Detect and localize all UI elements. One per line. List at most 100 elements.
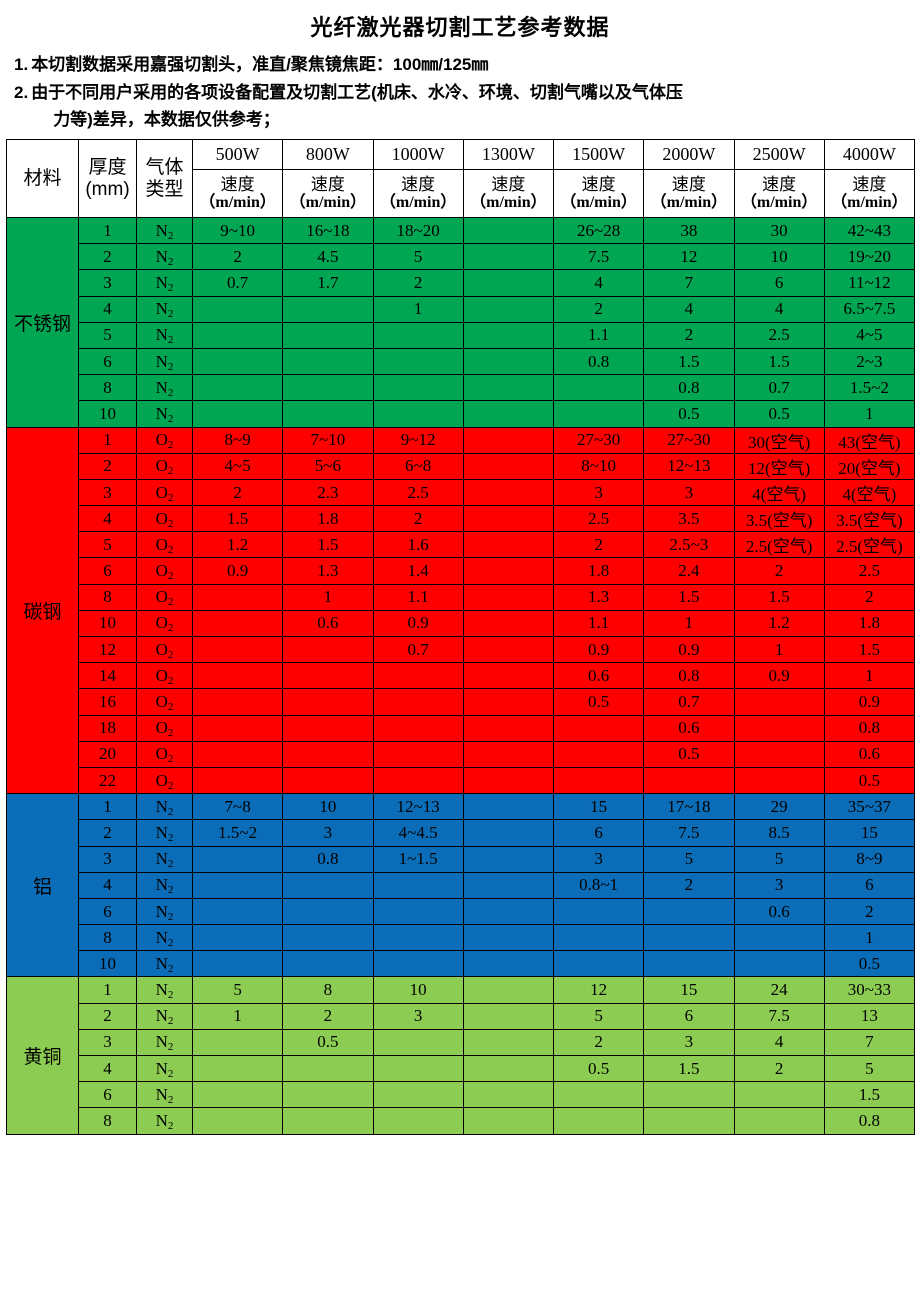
thickness-cell: 22	[78, 766, 137, 795]
speed-cell: 1~1.5	[372, 845, 464, 873]
speed-cell	[372, 871, 464, 899]
speed-cell: 38	[643, 217, 735, 245]
speed-cell: 2.3	[282, 478, 374, 507]
table-row: 22 O2 0.5	[7, 766, 916, 795]
header-speed-2000w: 速度 （m/min）	[643, 169, 735, 219]
header-row-power: 材料 厚度 (mm) 气体 类型 500W 800W 1000W 1300W 1…	[6, 139, 916, 219]
speed-cell	[372, 1081, 464, 1109]
speed-cell: 15	[643, 976, 735, 1004]
speed-cell	[191, 766, 284, 795]
speed-cell	[643, 897, 735, 926]
speed-cell	[282, 1055, 374, 1083]
speed-cell: 20(空气)	[823, 452, 916, 480]
speed-cell	[191, 609, 284, 638]
speed-cell: 7~8	[191, 793, 284, 821]
speed-cell	[282, 1081, 374, 1109]
speed-cell	[462, 609, 555, 638]
speed-cell: 10	[733, 243, 825, 271]
speed-cell: 5	[643, 845, 735, 873]
speed-cell: 3	[552, 478, 645, 507]
speed-cell: 12~13	[372, 793, 464, 821]
speed-cell	[462, 347, 555, 376]
speed-cell	[191, 871, 284, 899]
speed-cell: 3.5(空气)	[733, 505, 825, 533]
table-body: 不锈钢 1 N2 9~10 16~18 18~20 26~28 38 30 42~43 2 N2 2 4.…	[6, 217, 916, 1135]
speed-cell: 1.5	[823, 636, 916, 664]
speed-cell: 13	[823, 1002, 916, 1030]
speed-cell: 1	[823, 400, 916, 428]
speed-cell	[462, 1107, 555, 1135]
speed-cell: 15	[823, 819, 916, 847]
speed-cell: 1.5	[643, 583, 735, 611]
note-line-1: 由于不同用户采用的各项设备配置及切割工艺(机床、水冷、环境、切割气嘴以及气体压	[31, 83, 683, 103]
thickness-cell: 2	[78, 819, 137, 847]
speed-cell	[372, 662, 464, 690]
speed-cell: 18~20	[372, 217, 464, 245]
thickness-cell: 10	[78, 400, 137, 428]
speed-cell: 7.5	[733, 1002, 825, 1030]
speed-cell: 30~33	[823, 976, 916, 1004]
speed-cell: 2	[733, 557, 825, 585]
speed-cell: 7	[823, 1028, 916, 1057]
speed-cell: 0.6	[552, 662, 645, 690]
speed-cell: 3	[282, 819, 374, 847]
speed-cell: 1.2	[733, 609, 825, 638]
thickness-cell: 10	[78, 609, 137, 638]
gas-type-cell: O2	[136, 478, 193, 507]
speed-cell: 1.4	[372, 557, 464, 585]
speed-cell: 4	[552, 269, 645, 297]
speed-cell	[552, 950, 645, 978]
thickness-cell: 6	[78, 897, 137, 926]
speed-cell	[462, 505, 555, 533]
speed-cell: 0.8	[282, 845, 374, 873]
speed-cell	[372, 714, 464, 742]
speed-cell: 2	[372, 505, 464, 533]
thickness-cell: 14	[78, 662, 137, 690]
header-speed-1300w: 速度 （m/min）	[462, 169, 555, 219]
table-row: 黄铜 1 N2 5 8 10 12 15 24 30~33	[6, 976, 916, 1135]
speed-cell	[282, 924, 374, 952]
table-row: 5 N2 1.1 2 2.5 4~5	[7, 321, 916, 349]
gas-type-cell: O2	[136, 557, 193, 585]
header-power-800w: 800W	[282, 139, 374, 171]
thickness-cell: 5	[78, 531, 137, 559]
gas-type-cell: O2	[136, 636, 193, 664]
table-row: 20 O2 0.5 0.6	[7, 740, 916, 768]
speed-cell: 1	[191, 1002, 284, 1030]
table-row: 16 O2 0.5 0.7 0.9	[7, 688, 916, 716]
note-number: 1.	[14, 55, 29, 74]
speed-cell: 4~5	[191, 452, 284, 480]
speed-cell: 5	[191, 976, 284, 1004]
gas-type-cell: N2	[136, 871, 193, 899]
gas-type-cell: N2	[136, 1107, 193, 1135]
gas-type-cell: N2	[136, 295, 193, 323]
speed-cell	[733, 766, 825, 795]
speed-cell: 2	[823, 583, 916, 611]
table-row: 4 N2 1 2 4 4 6.5~7.5	[7, 295, 916, 323]
speed-cell	[282, 321, 374, 349]
gas-type-cell: N2	[136, 950, 193, 978]
speed-cell: 0.5	[643, 740, 735, 768]
speed-cell: 4	[733, 295, 825, 323]
speed-cell: 2.5	[823, 557, 916, 585]
speed-cell: 0.7	[191, 269, 284, 297]
header-power-2500w: 2500W	[733, 139, 825, 171]
speed-cell	[372, 897, 464, 926]
table-row: 2 N2 1.5~2 3 4~4.5 6 7.5 8.5 15	[7, 819, 916, 847]
speed-cell: 3.5(空气)	[823, 505, 916, 533]
header-speed-2500w: 速度 （m/min）	[733, 169, 825, 219]
header-power-2000w: 2000W	[643, 139, 735, 171]
note-text: 由于不同用户采用的各项设备配置及切割工艺(机床、水冷、环境、切割气嘴以及气体压 …	[31, 80, 910, 133]
speed-cell: 0.8	[823, 1107, 916, 1135]
speed-cell: 35~37	[823, 793, 916, 821]
gas-type-cell: N2	[136, 321, 193, 349]
gas-type-cell: N2	[136, 217, 193, 245]
speed-cell: 4~4.5	[372, 819, 464, 847]
thickness-cell: 2	[78, 1002, 137, 1030]
speed-cell	[191, 1055, 284, 1083]
thickness-cell: 20	[78, 740, 137, 768]
speed-cell: 15	[552, 793, 645, 821]
speed-cell: 29	[733, 793, 825, 821]
speed-cell: 2	[552, 531, 645, 559]
speed-cell: 27~30	[552, 426, 645, 454]
